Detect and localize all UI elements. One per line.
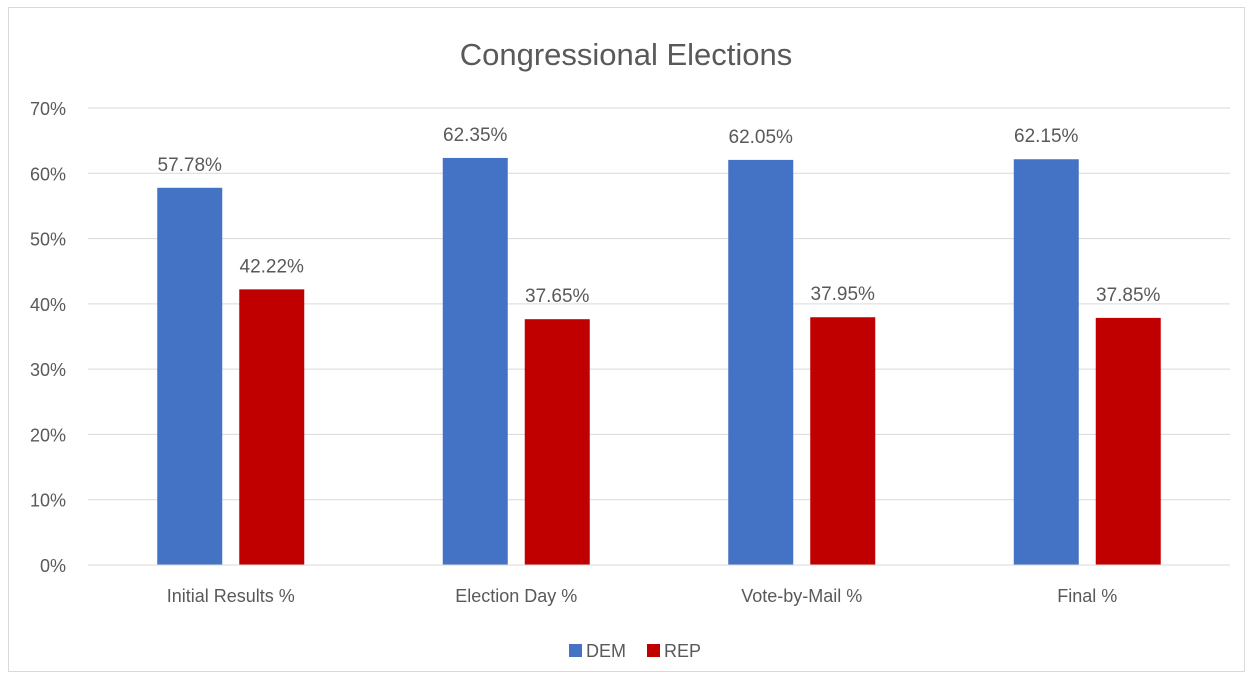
y-tick-label: 60%	[30, 164, 66, 184]
data-label-rep-3: 37.85%	[1096, 285, 1161, 306]
legend: DEM REP	[569, 641, 701, 661]
y-tick-label: 10%	[30, 491, 66, 511]
data-label-rep-1: 37.65%	[525, 286, 590, 307]
data-label-dem-3: 62.15%	[1014, 126, 1079, 147]
data-label-rep-2: 37.95%	[811, 284, 876, 305]
bars	[157, 157, 1161, 566]
data-labels: 57.78% 42.22% 62.35% 37.65% 62.05% 37.95% 62.1…	[158, 125, 1161, 307]
x-tick-label: Initial Results %	[167, 586, 295, 606]
x-axis: Initial Results % Election Day % Vote-by-M…	[88, 564, 1230, 606]
bar-rep-0	[239, 289, 305, 565]
bar-rep-1	[524, 319, 590, 565]
bar-rep-2	[810, 317, 876, 565]
y-axis: 0% 10% 20% 30% 40% 50% 60% 70%	[30, 99, 66, 576]
bar-dem-0	[157, 187, 223, 565]
x-tick-label: Election Day %	[455, 586, 577, 606]
bar-rep-3	[1095, 317, 1161, 565]
y-tick-label: 0%	[40, 556, 66, 576]
x-tick-label: Vote-by-Mail %	[741, 586, 862, 606]
y-tick-label: 20%	[30, 425, 66, 445]
data-label-dem-0: 57.78%	[158, 155, 223, 176]
data-label-rep-0: 42.22%	[240, 256, 305, 277]
bar-dem-2	[728, 159, 794, 565]
chart-title: Congressional Elections	[460, 37, 793, 72]
y-tick-label: 40%	[30, 295, 66, 315]
legend-label-rep: REP	[664, 641, 701, 661]
data-label-dem-1: 62.35%	[443, 125, 508, 146]
x-tick-label: Final %	[1057, 586, 1117, 606]
data-label-dem-2: 62.05%	[729, 127, 794, 148]
bar-dem-1	[442, 157, 508, 565]
legend-swatch-rep	[647, 644, 660, 657]
y-tick-label: 50%	[30, 230, 66, 250]
bar-dem-3	[1013, 159, 1079, 566]
legend-label-dem: DEM	[586, 641, 626, 661]
y-tick-label: 70%	[30, 99, 66, 119]
y-tick-label: 30%	[30, 360, 66, 380]
legend-swatch-dem	[569, 644, 582, 657]
